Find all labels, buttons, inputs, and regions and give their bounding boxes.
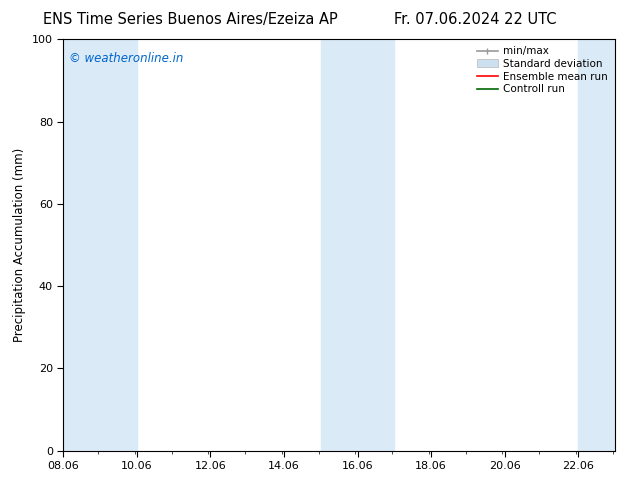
Text: © weatheronline.in: © weatheronline.in (69, 51, 183, 65)
Bar (100, 39, 137, 451)
Text: ENS Time Series Buenos Aires/Ezeiza AP: ENS Time Series Buenos Aires/Ezeiza AP (43, 12, 337, 27)
Text: Fr. 07.06.2024 22 UTC: Fr. 07.06.2024 22 UTC (394, 12, 557, 27)
Bar (63, 39, 100, 451)
Legend: min/max, Standard deviation, Ensemble mean run, Controll run: min/max, Standard deviation, Ensemble me… (473, 42, 612, 98)
Bar (578, 39, 615, 451)
Y-axis label: Precipitation Accumulation (mm): Precipitation Accumulation (mm) (13, 148, 27, 342)
Bar (358, 39, 394, 451)
Bar (321, 39, 358, 451)
